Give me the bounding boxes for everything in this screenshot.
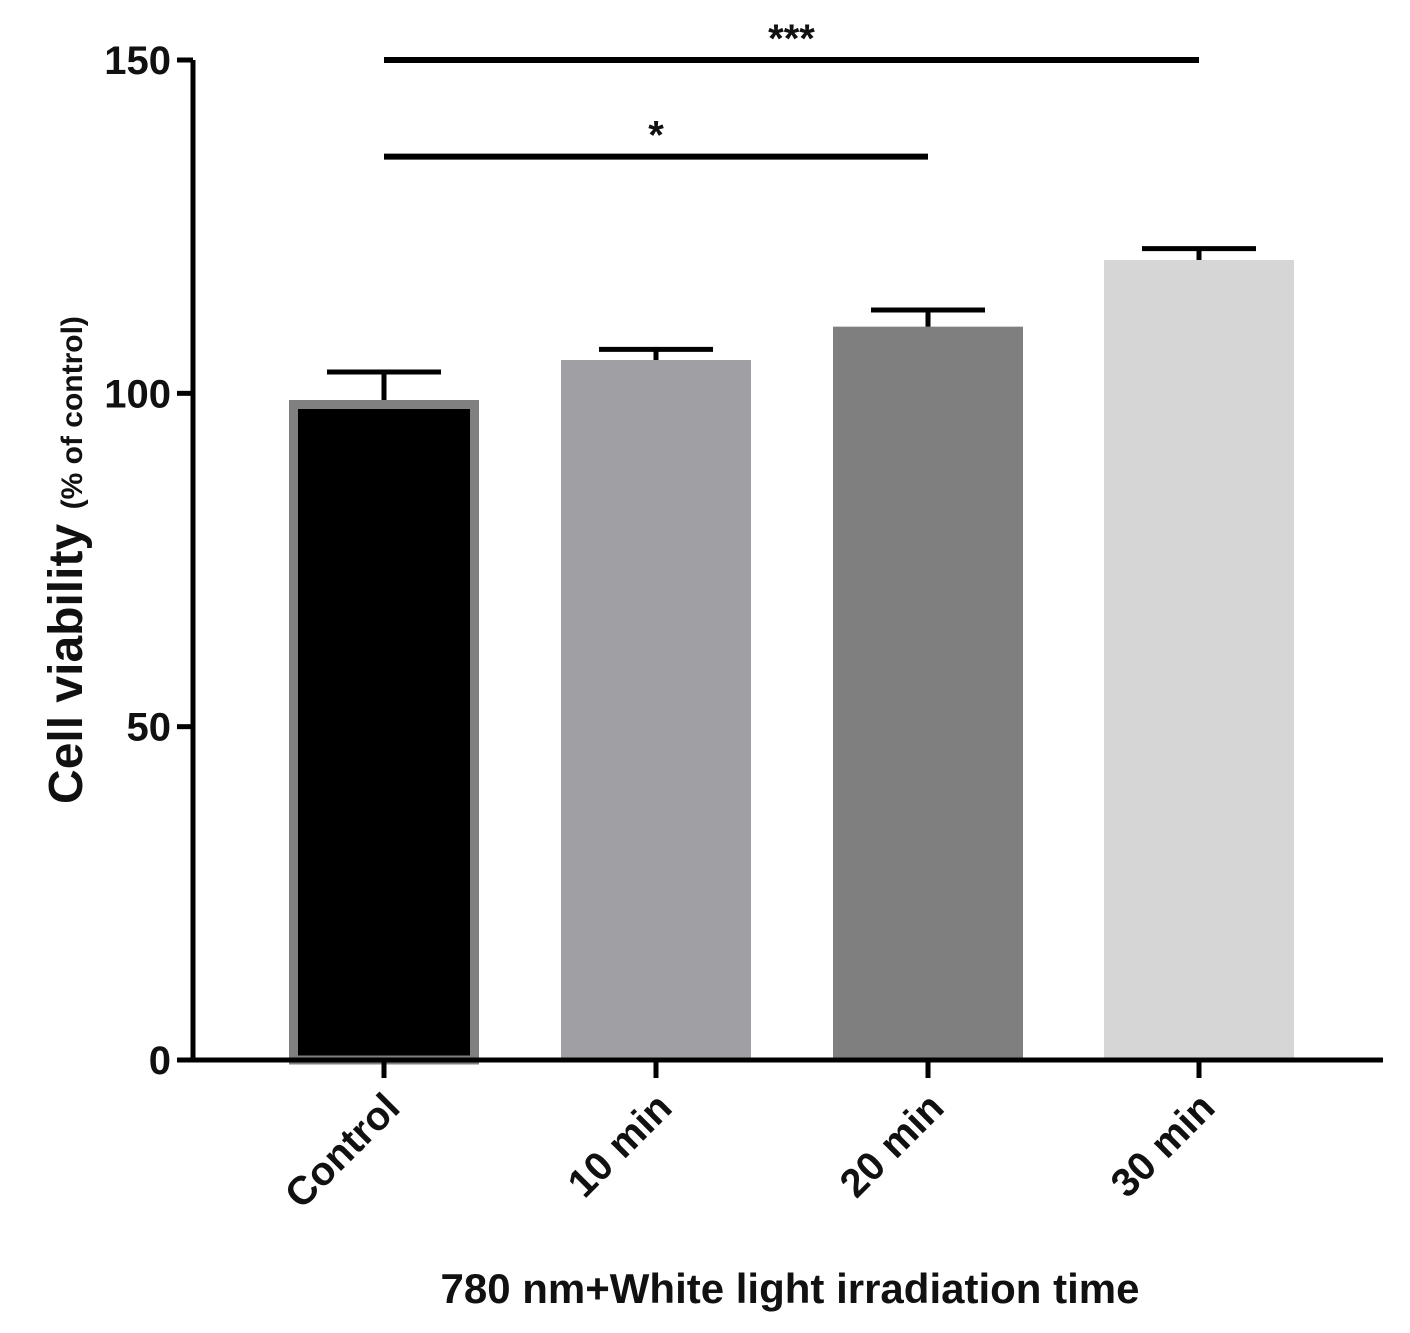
y-tick-label-100: 100 bbox=[104, 372, 171, 416]
bar-30-min bbox=[1104, 260, 1294, 1060]
bars-layer bbox=[289, 260, 1294, 1065]
x-tick-label-control: Control bbox=[277, 1085, 409, 1217]
x-tick-label-30-min: 30 min bbox=[1103, 1085, 1224, 1206]
bar-10-min bbox=[561, 360, 751, 1060]
y-tick-label-0: 0 bbox=[149, 1039, 171, 1083]
y-axis-title-main: Cell viability bbox=[40, 524, 93, 804]
significance-label-1: * bbox=[648, 114, 664, 158]
y-axis-title-sub: (% of control) bbox=[56, 316, 89, 509]
y-tick-label-50: 50 bbox=[127, 706, 172, 750]
x-axis-title: 780 nm+White light irradiation time bbox=[441, 1265, 1140, 1312]
bar-control bbox=[289, 400, 479, 1065]
significance-label-0: *** bbox=[768, 17, 815, 61]
y-axis-title: Cell viability (% of control) bbox=[40, 316, 93, 804]
x-tick-label-20-min: 20 min bbox=[832, 1085, 953, 1206]
y-tick-label-150: 150 bbox=[104, 39, 171, 83]
significance-layer: **** bbox=[384, 17, 1199, 160]
error-bars-layer bbox=[327, 246, 1256, 400]
x-tick-label-10-min: 10 min bbox=[560, 1085, 681, 1206]
bar-20-min bbox=[833, 326, 1023, 1061]
svg-text:Cell viability (% of con: Cell viability (% of control) bbox=[40, 316, 93, 804]
